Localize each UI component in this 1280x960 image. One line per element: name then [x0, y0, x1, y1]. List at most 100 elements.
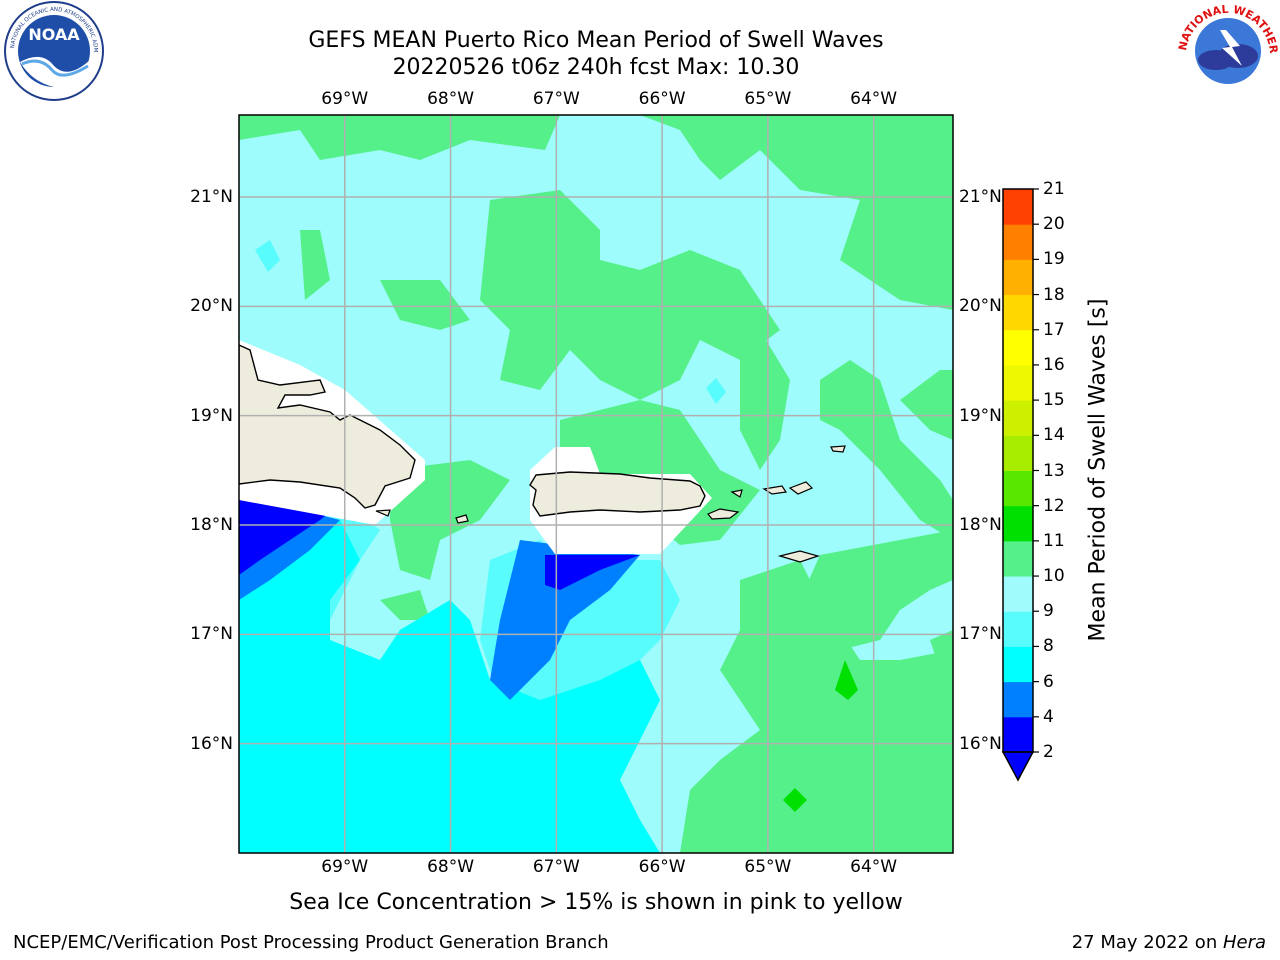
island-outline: [830, 445, 846, 453]
island-outline: [455, 514, 469, 524]
contour-band-9-10: [820, 360, 953, 540]
lat-tick-label: 18°N: [190, 515, 233, 535]
contour-band-9-10: [239, 115, 560, 160]
contour-band-2-4: [545, 555, 640, 590]
footer-producer: NCEP/EMC/Verification Post Processing Pr…: [13, 932, 609, 953]
contour-band-9-10: [380, 590, 430, 620]
colorbar-tick-label: 16: [1043, 354, 1065, 375]
island-outline: [762, 485, 788, 495]
colorbar: [1001, 188, 1039, 782]
lat-tick-label: 16°N: [190, 733, 233, 754]
colorbar-segment: [1003, 189, 1033, 225]
lon-tick-label: 69°W: [321, 89, 369, 109]
island-outline: [788, 481, 814, 495]
contour-band-8-9: [255, 240, 280, 272]
footer-host: Hera: [1222, 932, 1266, 953]
colorbar-tick-label: 21: [1043, 179, 1065, 199]
colorbar-under-arrow: [1001, 751, 1035, 782]
contour-band-9-10: [680, 560, 953, 853]
colorbar-segment: [1003, 435, 1033, 471]
colorbar-segment: [1003, 716, 1033, 753]
contour-band-2-4: [239, 500, 345, 575]
sea-ice-note: Sea Ice Concentration > 15% is shown in …: [289, 890, 903, 915]
contour-band-8-9: [706, 378, 726, 404]
lat-tick-label: 21°N: [959, 187, 1002, 207]
contour-band-9-10: [900, 370, 953, 440]
map-subtitle: 20220526 t06z 240h fcst Max: 10.30: [392, 55, 800, 80]
contour-band-9-10: [480, 190, 780, 400]
lon-tick-label: 64°W: [850, 89, 898, 109]
lat-tick-label: 19°N: [959, 405, 1002, 426]
island-outline: [375, 509, 391, 517]
map-title: GEFS MEAN Puerto Rico Mean Period of Swe…: [308, 28, 884, 53]
contour-band-9-10: [930, 630, 953, 670]
footer-date-text: 27 May 2022 on: [1071, 932, 1223, 953]
colorbar-tick-label: 9: [1043, 601, 1054, 622]
colorbar-segment: [1003, 540, 1033, 577]
lat-tick-label: 21°N: [190, 187, 233, 207]
colorbar-segment: [1003, 329, 1033, 366]
colorbar-tick-label: 15: [1043, 390, 1065, 411]
colorbar-tick-label: 12: [1043, 495, 1065, 516]
colorbar-tick-label: 6: [1043, 671, 1054, 692]
lon-tick-label: 65°W: [744, 857, 792, 877]
puerto-rico-landmass: [529, 471, 706, 517]
colorbar-tick-label: 11: [1043, 530, 1065, 551]
colorbar-segment: [1003, 470, 1033, 507]
lat-tick-label: 17°N: [959, 624, 1002, 645]
lon-tick-label: 66°W: [638, 89, 686, 109]
colorbar-tick-label: 4: [1043, 706, 1054, 727]
contour-band-9-10: [640, 115, 953, 310]
colorbar-tick-label: 17: [1043, 319, 1065, 340]
noaa-logo-text: NOAA: [28, 25, 80, 44]
lat-tick-label: 20°N: [190, 296, 233, 317]
island-outline: [730, 489, 743, 498]
lat-tick-label: 20°N: [959, 296, 1002, 317]
colorbar-tick-label: 18: [1043, 284, 1065, 305]
island-outline: [777, 550, 821, 563]
colorbar-tick-label: 19: [1043, 249, 1065, 270]
lon-tick-label: 67°W: [532, 89, 580, 109]
contour-band-10-11: [783, 788, 807, 812]
contour-band-4-6: [490, 540, 640, 700]
lon-tick-label: 67°W: [532, 857, 580, 877]
graticule: [239, 115, 953, 853]
colorbar-tick-label: 10: [1043, 566, 1065, 587]
colorbar-segment: [1003, 611, 1033, 647]
colorbar-segment: [1003, 294, 1033, 331]
lon-tick-label: 64°W: [850, 857, 898, 877]
lon-tick-label: 65°W: [744, 89, 792, 109]
lon-tick-label: 69°W: [321, 857, 369, 877]
colorbar-segment: [1003, 576, 1033, 612]
colorbar-segment: [1003, 259, 1033, 296]
lat-tick-label: 17°N: [190, 624, 233, 645]
colorbar-tick-label: 14: [1043, 425, 1065, 446]
colorbar-segment: [1003, 505, 1033, 542]
colorbar-tick-label: 20: [1043, 214, 1065, 235]
colorbar-tick-label: 13: [1043, 460, 1065, 481]
colorbar-label: Mean Period of Swell Waves [s]: [1085, 298, 1111, 642]
colorbar-segment: [1003, 364, 1033, 401]
noaa-logo: NOAA NATIONAL OCEANIC AND ATMOSPHERIC AD…: [2, 0, 104, 101]
island-outline: [707, 508, 740, 520]
colorbar-segment: [1003, 224, 1033, 260]
colorbar-segment: [1003, 681, 1033, 718]
footer-date: 27 May 2022 on Hera: [1072, 932, 1266, 953]
contour-band-10-11: [835, 660, 858, 700]
contour-band-9-10: [740, 330, 790, 470]
map-frame: [238, 114, 954, 854]
colorbar-segment: [1003, 646, 1033, 683]
colorbar-segment: [1003, 400, 1033, 436]
contour-band-9-10: [560, 400, 760, 545]
contour-band-9-10: [800, 530, 953, 650]
lat-tick-label: 19°N: [190, 405, 233, 426]
lon-tick-label: 66°W: [638, 857, 686, 877]
lat-tick-label: 18°N: [959, 515, 1002, 535]
lon-tick-label: 68°W: [427, 857, 475, 877]
hispaniola-landmass: [239, 344, 416, 509]
colorbar-tick-label: 8: [1043, 636, 1054, 657]
colorbar-tick-label: 2: [1043, 742, 1054, 762]
contour-band-9-10: [380, 280, 470, 330]
lon-tick-label: 68°W: [427, 89, 475, 109]
